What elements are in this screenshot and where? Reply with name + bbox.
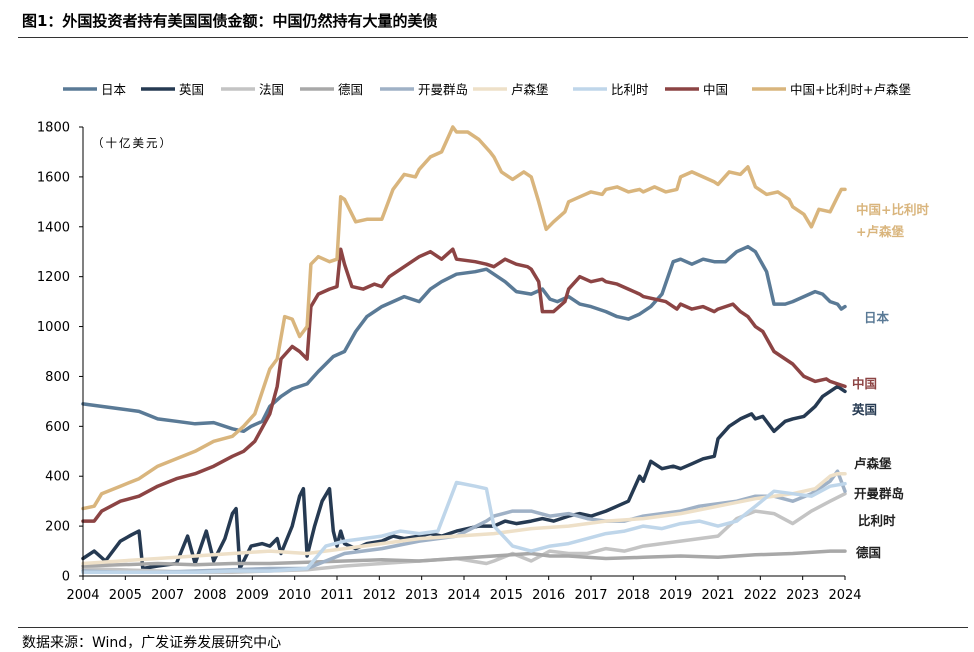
- x-tick-label: 2014: [447, 588, 480, 603]
- x-tick-label: 2011: [320, 588, 353, 603]
- series-line-英国: [81, 384, 847, 571]
- x-tick-label: 2008: [193, 588, 226, 603]
- series-line-比利时: [81, 480, 847, 575]
- end-label-比利时: 比利时: [858, 513, 896, 528]
- y-tick-label: 800: [45, 370, 70, 385]
- x-tick-label: 2017: [574, 588, 607, 603]
- end-label-开曼群岛: 开曼群岛: [854, 486, 904, 501]
- axes: 0 200 400 600 800 1000 1200 1400 1600 1800 2004 200…: [37, 121, 862, 604]
- end-label-德国: 德国: [856, 545, 881, 560]
- x-tick-label: 2015: [490, 588, 523, 603]
- x-tick-label: 2023: [786, 588, 819, 603]
- x-tick-label: 2013: [405, 588, 438, 603]
- end-label-日本: 日本: [864, 310, 890, 325]
- x-tick-label: 2016: [532, 588, 565, 603]
- x-tick-label: 2019: [659, 588, 692, 603]
- x-tick-label: 2024: [828, 588, 861, 603]
- series-line-卢森堡: [81, 471, 847, 566]
- y-axis-unit-label: （十亿美元）: [92, 136, 173, 150]
- x-tick-label: 2018: [617, 588, 650, 603]
- end-label-中国-比利时-卢森堡: 中国+比利时+卢森堡: [856, 202, 929, 239]
- line-chart: 日本 英国 法国 德国 开曼群岛 卢森堡 比利时 中国 中国+比利时+卢森堡 （十亿美元） 02…: [37, 82, 930, 604]
- y-tick-label: 1400: [37, 220, 70, 235]
- source-note: 数据来源：Wind，广发证券发展研究中心: [22, 635, 282, 651]
- y-tick-label: 1200: [37, 270, 70, 285]
- legend-label-法国: 法国: [259, 82, 284, 97]
- y-tick-label: 1800: [37, 121, 70, 136]
- legend-label-比利时: 比利时: [611, 82, 649, 97]
- chart-legend: 日本 英国 法国 德国 开曼群岛 卢森堡 比利时 中国 中国+比利时+卢森堡: [63, 82, 911, 97]
- source-divider: [18, 627, 968, 628]
- x-tick-label: 2007: [151, 588, 184, 603]
- series-line-中国: [81, 247, 847, 523]
- x-tick-label: 2012: [363, 588, 396, 603]
- title-divider: [18, 37, 968, 38]
- legend-label-卢森堡: 卢森堡: [511, 82, 549, 97]
- legend-label-中国-比利时-卢森堡: 中国+比利时+卢森堡: [790, 82, 911, 97]
- end-label-中国: 中国: [852, 376, 877, 391]
- y-tick-label: 200: [45, 520, 70, 535]
- figure-title: 图1：外国投资者持有美国国债金额：中国仍然持有大量的美债: [22, 12, 438, 30]
- series-line-德国: [81, 549, 847, 568]
- y-tick-label: 1000: [37, 320, 70, 335]
- legend-label-日本: 日本: [101, 82, 127, 97]
- x-tick-label: 2005: [109, 588, 142, 603]
- x-tick-label: 2009: [236, 588, 269, 603]
- y-tick-label: 400: [45, 470, 70, 485]
- x-tick-label: 2021: [701, 588, 734, 603]
- x-tick-label: 2010: [278, 588, 311, 603]
- x-tick-label: 2004: [66, 588, 99, 603]
- legend-label-德国: 德国: [338, 82, 363, 97]
- y-tick-label: 1600: [37, 170, 70, 185]
- legend-label-开曼群岛: 开曼群岛: [418, 82, 468, 97]
- end-label-英国: 英国: [852, 402, 877, 417]
- series-lines: [81, 125, 847, 575]
- y-tick-label: 600: [45, 420, 70, 435]
- legend-label-中国: 中国: [703, 82, 728, 97]
- y-tick-label: 0: [62, 570, 70, 585]
- legend-label-英国: 英国: [179, 82, 204, 97]
- series-line-日本: [81, 244, 847, 434]
- x-tick-label: 2022: [744, 588, 777, 603]
- series-line-中国-比利时-卢森堡: [81, 125, 847, 511]
- end-label-卢森堡: 卢森堡: [854, 456, 892, 471]
